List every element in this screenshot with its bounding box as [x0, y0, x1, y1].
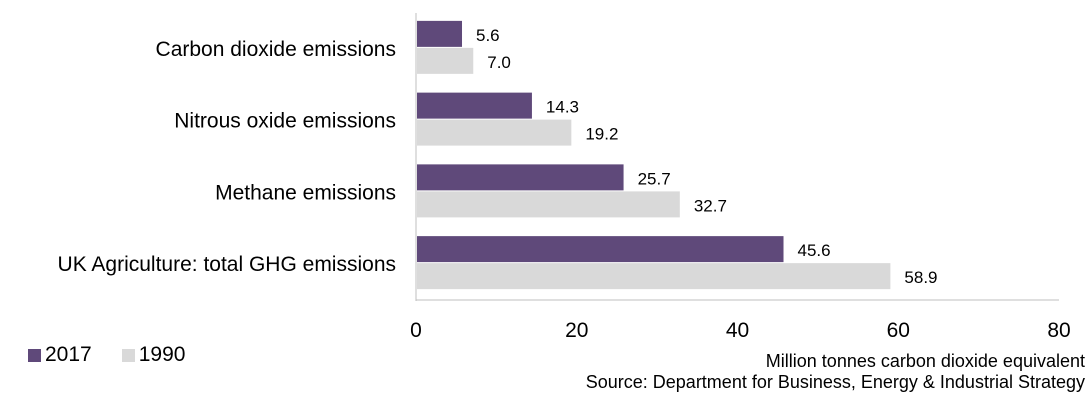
data-label-1990: 7.0	[487, 53, 511, 72]
data-label-1990: 32.7	[694, 196, 727, 215]
legend-swatch-2017	[28, 348, 41, 362]
legend: 2017 1990	[28, 343, 215, 367]
bar-2017	[417, 164, 624, 191]
bar-1990	[417, 119, 572, 146]
data-label-2017: 14.3	[546, 98, 579, 117]
x-tick-label: 40	[726, 319, 749, 342]
x-axis-unit-label: Million tonnes carbon dioxide equivalent	[765, 351, 1085, 371]
legend-item-2017: 2017	[28, 343, 92, 367]
data-label-2017: 5.6	[476, 26, 500, 45]
category-label: Nitrous oxide emissions	[174, 110, 396, 133]
bar-2017	[417, 20, 463, 47]
data-label-2017: 45.6	[798, 241, 831, 260]
bar-1990	[417, 47, 474, 74]
x-tick-label: 60	[887, 319, 910, 342]
legend-swatch-1990	[121, 348, 135, 362]
legend-label-1990: 1990	[138, 343, 186, 366]
data-label-1990: 58.9	[904, 268, 937, 287]
x-tick-label: 0	[410, 319, 422, 342]
bar-1990	[417, 263, 891, 290]
category-label: UK Agriculture: total GHG emissions	[58, 253, 396, 276]
data-label-2017: 25.7	[638, 169, 671, 188]
legend-label-2017: 2017	[45, 343, 92, 366]
x-tick-label: 80	[1047, 319, 1070, 342]
bar-2017	[417, 236, 784, 263]
bar-2017	[417, 92, 532, 119]
category-label: Methane emissions	[215, 181, 396, 204]
x-tick-label: 20	[565, 319, 588, 342]
category-label: Carbon dioxide emissions	[156, 38, 396, 61]
data-label-1990: 19.2	[585, 125, 618, 144]
bar-1990	[417, 191, 680, 218]
source-note: Source: Department for Business, Energy …	[585, 372, 1085, 392]
legend-item-1990: 1990	[121, 343, 186, 367]
